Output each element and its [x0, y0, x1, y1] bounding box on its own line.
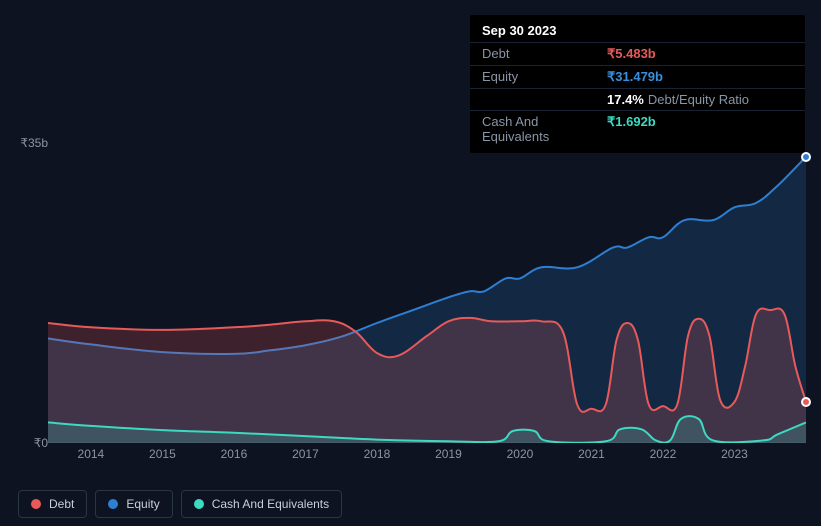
- legend-item-equity[interactable]: Equity: [95, 490, 172, 518]
- tooltip-row: 17.4%Debt/Equity Ratio: [470, 88, 805, 110]
- tooltip-value: ₹31.479b: [607, 69, 793, 85]
- tooltip-date: Sep 30 2023: [470, 21, 805, 42]
- legend-label: Debt: [49, 497, 74, 511]
- tooltip-value: ₹5.483b: [607, 46, 793, 62]
- x-axis-label: 2023: [721, 447, 748, 461]
- x-axis-label: 2017: [292, 447, 319, 461]
- x-axis-label: 2014: [78, 447, 105, 461]
- legend-item-cash-and-equivalents[interactable]: Cash And Equivalents: [181, 490, 342, 518]
- legend-swatch: [194, 499, 204, 509]
- x-axis-label: 2018: [364, 447, 391, 461]
- legend-label: Cash And Equivalents: [212, 497, 329, 511]
- tooltip-label: Equity: [482, 69, 607, 85]
- legend-swatch: [31, 499, 41, 509]
- legend: Debt Equity Cash And Equivalents: [18, 490, 342, 518]
- x-axis-label: 2022: [650, 447, 677, 461]
- y-axis-label: ₹0: [34, 436, 48, 450]
- x-axis-label: 2020: [507, 447, 534, 461]
- hover-marker: [801, 397, 811, 407]
- x-axis: 2014 2015 2016 2017 2018 2019 2020 2021 2022 2023: [48, 447, 806, 467]
- debt-equity-chart: ₹0₹35b 201420152016201720182019202020212…: [18, 125, 806, 480]
- legend-swatch: [108, 499, 118, 509]
- tooltip-label: Debt: [482, 46, 607, 62]
- hover-marker: [801, 152, 811, 162]
- legend-label: Equity: [126, 497, 159, 511]
- x-axis-label: 2019: [435, 447, 462, 461]
- x-axis-label: 2016: [221, 447, 248, 461]
- tooltip-value: 17.4%Debt/Equity Ratio: [607, 92, 793, 107]
- legend-item-debt[interactable]: Debt: [18, 490, 87, 518]
- plot-area[interactable]: [48, 143, 806, 443]
- x-axis-label: 2015: [149, 447, 176, 461]
- x-axis-label: 2021: [578, 447, 605, 461]
- y-axis-label: ₹35b: [20, 136, 48, 150]
- tooltip-label: [482, 92, 607, 107]
- tooltip-row: Debt₹5.483b: [470, 42, 805, 65]
- tooltip-row: Equity₹31.479b: [470, 65, 805, 88]
